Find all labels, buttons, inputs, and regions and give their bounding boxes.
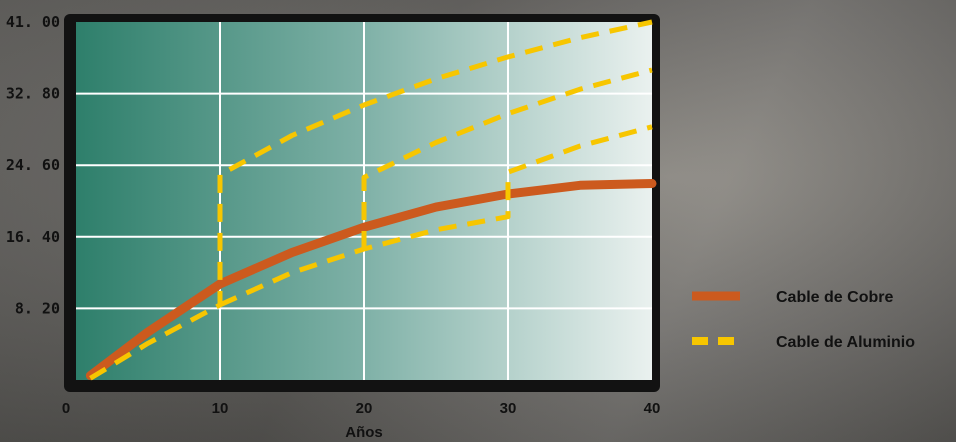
- y-tick-label: 32. 80: [6, 85, 60, 103]
- x-tick-label: 40: [644, 400, 661, 417]
- x-axis-label: Años: [345, 424, 383, 441]
- y-tick-label: 41. 00: [6, 13, 60, 31]
- x-tick-label: 10: [212, 400, 229, 417]
- series-group: [85, 19, 657, 381]
- x-tick-label: 30: [500, 400, 517, 417]
- series-cobre-line: [85, 179, 657, 381]
- series-aluminio-line-2: [361, 67, 653, 249]
- series-aluminio-line-3: [218, 124, 653, 308]
- legend: Cable de Cobre Cable de Aluminio: [692, 289, 915, 351]
- x-tick-label: 0: [62, 400, 70, 417]
- y-axis-ticks: 8. 20 16. 40 24. 60 32. 80 41. 00: [6, 13, 60, 317]
- x-tick-label: 20: [356, 400, 373, 417]
- x-axis-ticks: 0 10 20 30 40: [62, 400, 661, 417]
- legend-label: Cable de Aluminio: [776, 334, 915, 351]
- y-tick-label: 16. 40: [6, 228, 60, 246]
- y-tick-label: 8. 20: [15, 299, 60, 317]
- gridlines: [76, 22, 652, 380]
- y-tick-label: 24. 60: [6, 156, 60, 174]
- legend-label: Cable de Cobre: [776, 289, 893, 306]
